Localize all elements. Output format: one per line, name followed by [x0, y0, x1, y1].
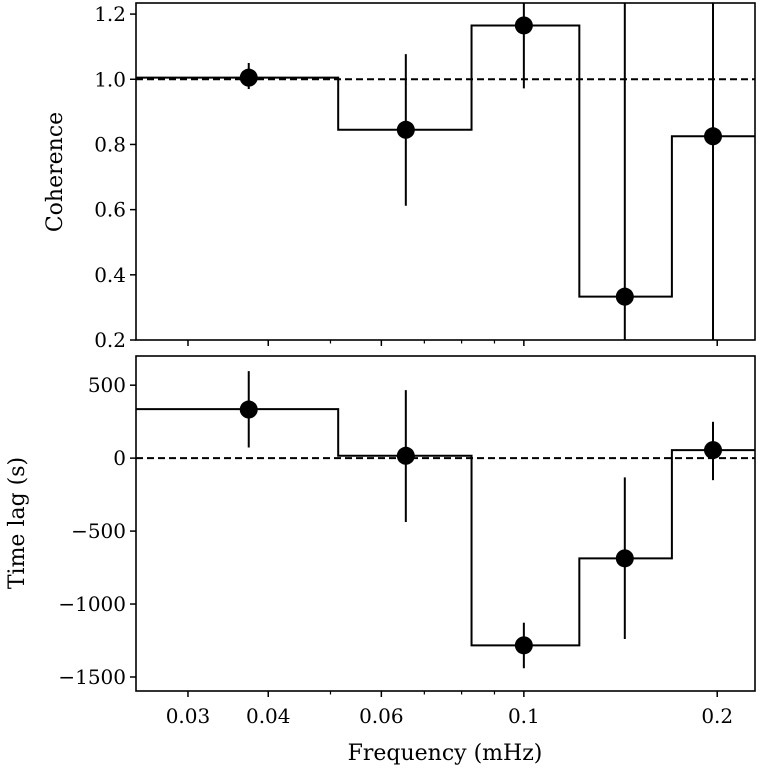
axes-frame	[135, 355, 756, 692]
data-point	[704, 127, 723, 146]
data-point	[396, 446, 415, 465]
data-point	[615, 549, 634, 568]
data-point	[615, 287, 634, 306]
data-point	[239, 400, 258, 419]
y-tick-label: 0.6	[94, 198, 126, 222]
x-axis-label: Frequency (mHz)	[348, 741, 543, 766]
x-tick-label: 0.03	[166, 704, 211, 728]
data-point	[396, 120, 415, 139]
time-lag-panel: −1500 −1000 −500 0 500 0.03 0.04 0.06 0.1 0.2	[58, 355, 756, 728]
x-tick-label: 0.2	[701, 704, 733, 728]
step-line	[136, 24, 755, 298]
y-tick-label: 0.2	[94, 328, 126, 352]
axes-frame	[135, 2, 756, 341]
y-tick-label: −500	[71, 519, 126, 543]
x-tick-label: 0.1	[508, 704, 540, 728]
plot-area	[136, 3, 755, 340]
y-tick-label: 1.2	[94, 2, 126, 26]
y-tick-label: 0.4	[94, 263, 126, 287]
data-point	[514, 16, 533, 35]
y-tick-label: 0.8	[94, 132, 126, 156]
y-tick-label: 0	[113, 446, 126, 470]
plot-area	[136, 371, 755, 669]
y-tick-label: 1.0	[94, 67, 126, 91]
y-axis-label-coherence: Coherence	[43, 112, 68, 232]
x-tick-label: 0.04	[246, 704, 291, 728]
x-tick-label: 0.06	[359, 704, 404, 728]
y-axis-label-time-lag: Time lag (s)	[5, 457, 30, 589]
data-point	[239, 68, 258, 87]
data-point	[514, 636, 533, 655]
y-tick-label: 500	[88, 373, 126, 397]
y-tick-label: −1000	[58, 592, 126, 616]
coherence-panel: 0.2 0.4 0.6 0.8 1.0 1.2	[94, 2, 756, 352]
data-point	[704, 441, 723, 460]
y-tick-label: −1500	[58, 665, 126, 689]
step-line	[136, 408, 755, 647]
